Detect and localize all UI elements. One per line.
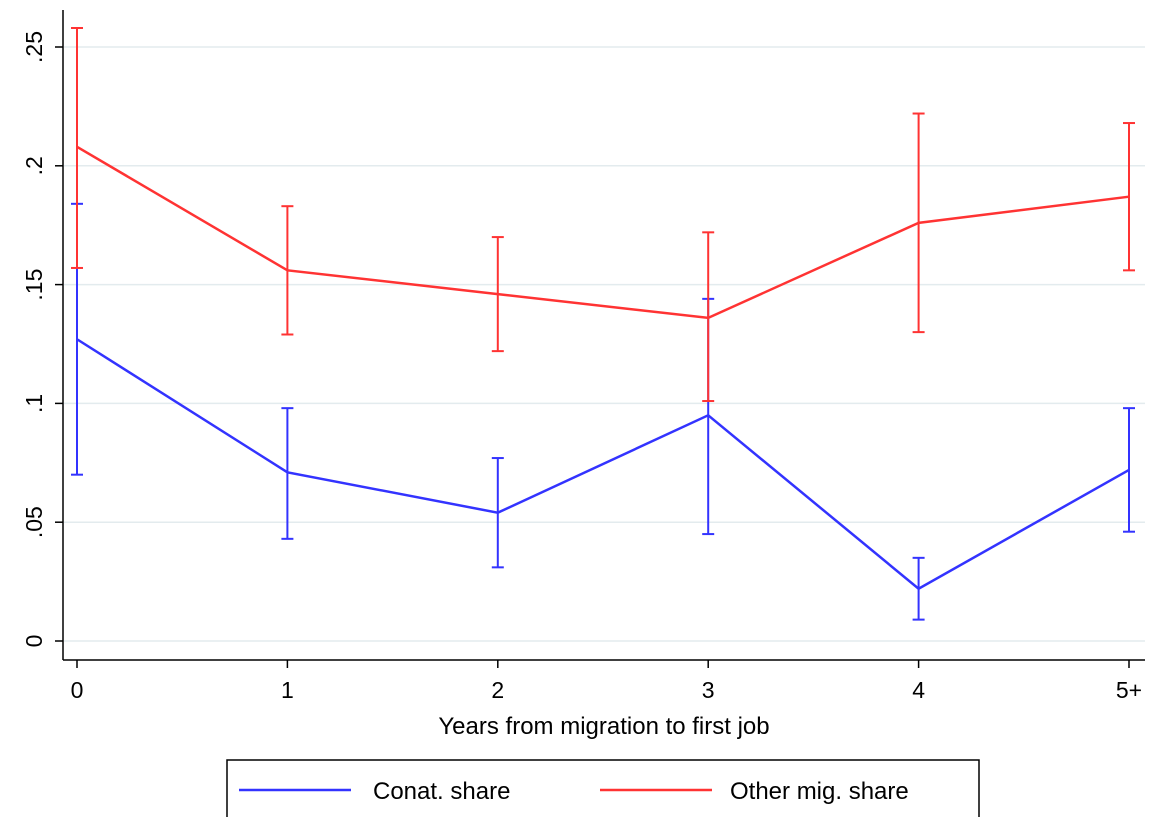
legend-box bbox=[226, 759, 980, 817]
x-tick-label: 3 bbox=[702, 677, 715, 703]
series-line bbox=[76, 338, 1130, 591]
series-1 bbox=[71, 26, 1135, 403]
x-axis-title: Years from migration to first job bbox=[438, 713, 769, 740]
y-tick-label: .2 bbox=[21, 156, 47, 175]
series-line bbox=[76, 145, 1130, 320]
y-tick-label: 0 bbox=[21, 635, 47, 648]
legend: Conat. share Other mig. share bbox=[226, 759, 980, 817]
x-tick-label: 4 bbox=[912, 677, 925, 703]
y-tick-label: .05 bbox=[21, 506, 47, 538]
x-tick-label: 1 bbox=[281, 677, 294, 703]
x-tick-label: 5+ bbox=[1116, 677, 1142, 703]
y-tick-label: .1 bbox=[21, 394, 47, 413]
series bbox=[71, 26, 1135, 621]
y-tick-label: .25 bbox=[21, 31, 47, 63]
series-0 bbox=[71, 202, 1135, 621]
x-tick-label: 0 bbox=[71, 677, 84, 703]
ticks: 0 .05 .1 .15 .2 .25 0 1 2 3 4 5+ bbox=[21, 31, 1142, 703]
x-tick-label: 2 bbox=[491, 677, 504, 703]
legend-label-other-mig: Other mig. share bbox=[730, 778, 909, 805]
axes bbox=[62, 10, 1145, 661]
legend-label-conat: Conat. share bbox=[373, 778, 510, 805]
y-tick-label: .15 bbox=[21, 269, 47, 301]
gridlines bbox=[64, 46, 1145, 642]
